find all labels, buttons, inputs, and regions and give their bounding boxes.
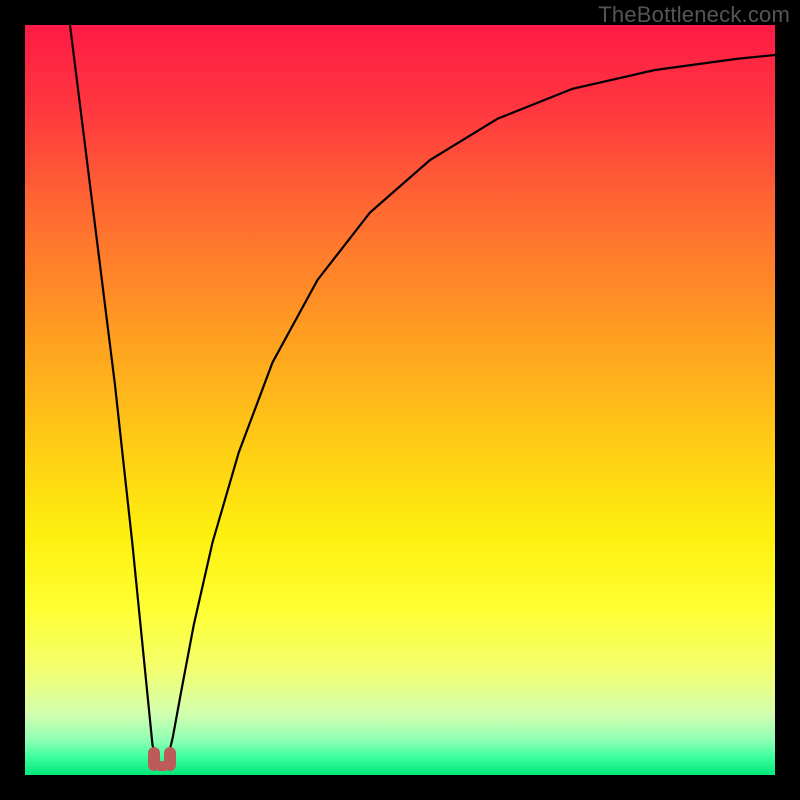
- watermark-text: TheBottleneck.com: [598, 2, 790, 28]
- chart-svg: [25, 25, 775, 775]
- chart-plot-area: [25, 25, 775, 775]
- chart-background: [25, 25, 775, 775]
